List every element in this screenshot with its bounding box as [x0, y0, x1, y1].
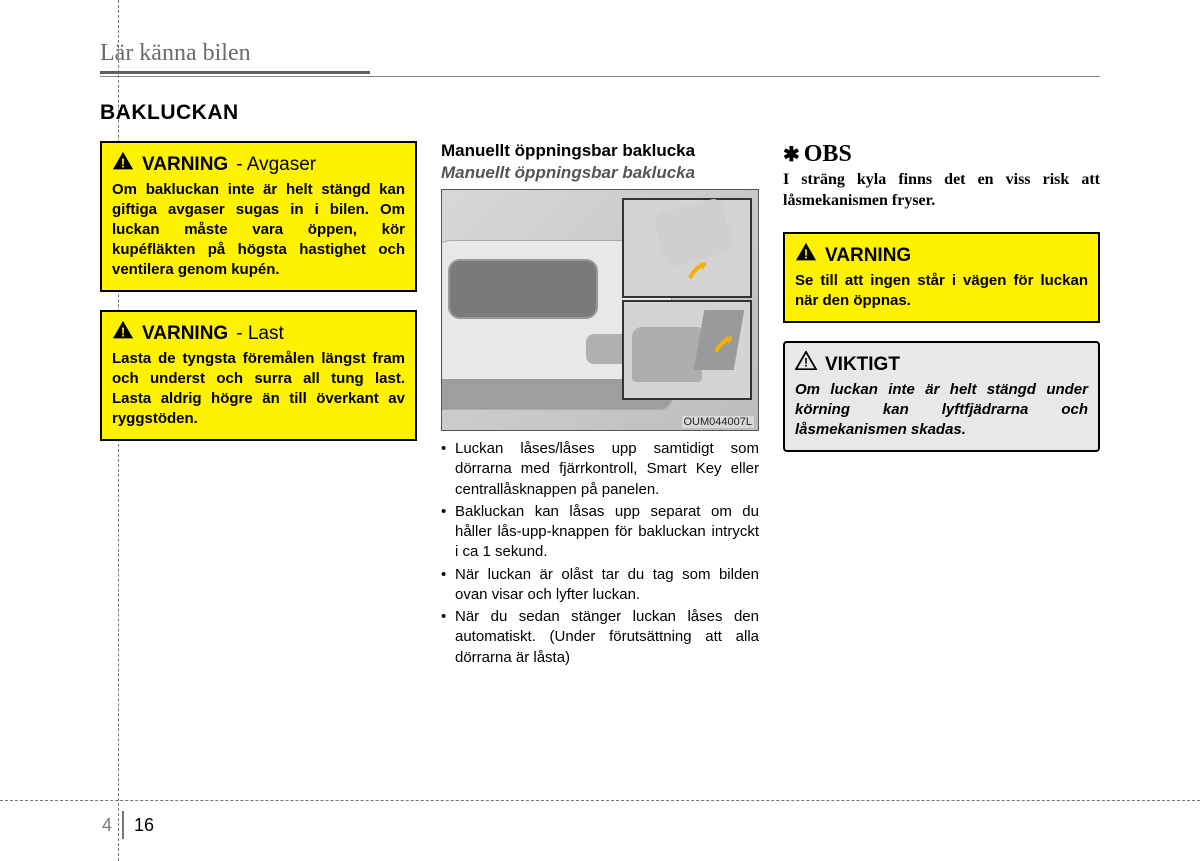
content-columns: ! VARNING - Avgaser Om bakluckan inte är… [100, 141, 1100, 670]
caution-box: ! VIKTIGT Om luckan inte är helt stängd … [783, 341, 1100, 452]
caution-body: Om luckan inte är helt stängd under körn… [795, 380, 1088, 440]
warning-body: Lasta de tyngsta föremålen längst fram o… [112, 349, 405, 429]
header-rule-thick [100, 71, 370, 74]
warning-triangle-icon: ! [795, 242, 817, 261]
list-item: Luckan låses/låses upp samtidigt som dör… [441, 439, 759, 500]
obs-heading: ✱OBS [783, 141, 1100, 168]
warning-box-avgaser: ! VARNING - Avgaser Om bakluckan inte är… [100, 141, 417, 292]
warning-body: Om bakluckan inte är helt stängd kan gif… [112, 180, 405, 280]
section-title: BAKLUCKAN [100, 101, 1100, 125]
list-item: När luckan är olåst tar du tag som bilde… [441, 565, 759, 606]
footer-chapter-number: 4 [102, 815, 112, 836]
svg-text:!: ! [121, 156, 125, 171]
list-item: När du sedan stänger luckan låses den au… [441, 607, 759, 668]
figure-inset-handle [622, 198, 752, 298]
svg-text:!: ! [121, 324, 125, 339]
instruction-list: Luckan låses/låses upp samtidigt som dör… [441, 439, 759, 668]
car-window [448, 259, 598, 319]
warning-triangle-icon: ! [112, 320, 134, 339]
warning-label: VARNING [142, 323, 228, 345]
chapter-title: Lär känna bilen [100, 40, 1100, 67]
svg-text:!: ! [804, 355, 808, 369]
obs-star-icon: ✱ [783, 144, 800, 166]
warning-header: ! VARNING [795, 242, 1088, 267]
warning-header: ! VARNING - Last [112, 320, 405, 345]
warning-label: VARNING [142, 154, 228, 176]
header-rule-thin [100, 76, 1100, 77]
column-3: ✱OBS I sträng kyla finns det en viss ris… [783, 141, 1100, 670]
warning-box-last: ! VARNING - Last Lasta de tyngsta föremå… [100, 310, 417, 441]
warning-triangle-icon: ! [112, 151, 134, 170]
subsection-subheading: Manuellt öppningsbar baklucka [441, 163, 759, 183]
caution-triangle-icon: ! [795, 351, 817, 370]
subsection-heading: Manuellt öppningsbar baklucka [441, 141, 759, 161]
tailgate-figure: OUM044007L [441, 189, 759, 431]
figure-inset-open [622, 300, 752, 400]
obs-body: I sträng kyla finns det en viss risk att… [783, 170, 1100, 212]
warning-label: VARNING [825, 245, 911, 267]
caution-label: VIKTIGT [825, 354, 900, 376]
warning-box-opening: ! VARNING Se till att ingen står i vägen… [783, 232, 1100, 323]
column-2: Manuellt öppningsbar baklucka Manuellt ö… [441, 141, 759, 670]
figure-code: OUM044007L [682, 416, 755, 428]
svg-text:!: ! [804, 246, 808, 261]
warning-sublabel: - Avgaser [236, 154, 316, 176]
footer-page-number: 16 [134, 815, 154, 836]
manual-page: Lär känna bilen BAKLUCKAN ! VARNING - Av… [100, 40, 1100, 810]
warning-header: ! VARNING - Avgaser [112, 151, 405, 176]
warning-sublabel: - Last [236, 323, 284, 345]
column-1: ! VARNING - Avgaser Om bakluckan inte är… [100, 141, 417, 670]
caution-header: ! VIKTIGT [795, 351, 1088, 376]
list-item: Bakluckan kan låsas upp separat om du hå… [441, 502, 759, 563]
suv-illustration [632, 327, 702, 382]
obs-label: OBS [804, 141, 852, 167]
warning-body: Se till att ingen står i vägen för lucka… [795, 271, 1088, 311]
page-footer: 4 16 [102, 811, 154, 839]
arrow-icon [686, 258, 710, 282]
arrow-icon [712, 332, 736, 356]
footer-divider [122, 811, 124, 839]
